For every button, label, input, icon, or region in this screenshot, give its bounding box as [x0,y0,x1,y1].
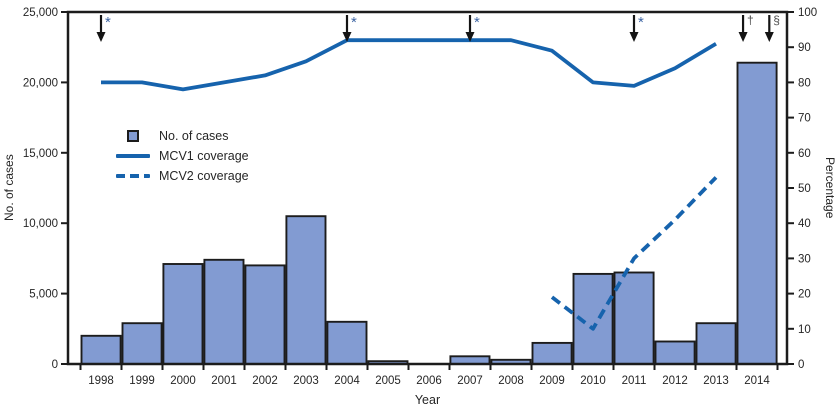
annotation-arrowhead [629,32,639,42]
x-tick-label: 2002 [252,375,278,387]
legend-label-mcv1: MCV1 coverage [159,148,249,163]
legend: No. of cases MCV1 coverage MCV2 coverage [112,128,249,183]
annotation-arrowhead [96,32,106,42]
right-tick-label: 10 [798,324,811,336]
right-tick-label: 0 [798,359,804,371]
bar-1999 [121,322,163,365]
legend-label-mcv2: MCV2 coverage [159,168,249,183]
bar-2011 [613,271,655,365]
bar-2013 [695,322,737,365]
x-tick-label: 2001 [211,375,237,387]
x-tick-label: 2008 [498,375,524,387]
x-tick-label: 2004 [334,375,360,387]
right-tick-label: 100 [798,7,817,19]
x-tick-label: 2012 [662,375,688,387]
annotation-arrowhead [764,32,774,42]
x-tick-label: 2009 [539,375,565,387]
annotation-arrowhead [465,32,475,42]
right-tick-label: 30 [798,253,811,265]
legend-item-mcv2: MCV2 coverage [112,168,249,183]
bar-2009 [531,341,573,365]
annotation-arrowhead [738,32,748,42]
x-tick-label: 2013 [703,375,729,387]
right-tick-label: 70 [798,113,811,125]
right-tick-label: 60 [798,148,811,160]
cases-bar-swatch [127,129,139,142]
mcv1-coverage-line [101,38,717,92]
bar-2014 [736,61,778,365]
x-tick-label: 2006 [416,375,442,387]
right-tick-label: 50 [798,183,811,195]
annotation-symbol: † [747,13,754,27]
bar-2012 [654,340,696,365]
x-tick-label: 2010 [580,375,606,387]
legend-label-cases: No. of cases [159,128,229,143]
x-tick-label: 2000 [170,375,196,387]
x-tick-label: 1998 [88,375,114,387]
left-tick-label: 5,000 [29,289,58,301]
x-tick-label: 2011 [622,375,647,387]
left-tick-label: 25,000 [23,7,58,19]
mcv2-line-swatch [116,173,150,178]
left-tick-label: 20,000 [23,77,58,89]
right-tick-label: 90 [798,42,811,54]
legend-item-mcv1: MCV1 coverage [112,148,249,163]
annotation-symbol: * [105,14,111,31]
mcv1-line-swatch [116,153,150,158]
x-tick-label: 1999 [129,375,155,387]
x-axis-title: Year [414,393,441,407]
x-tick-label: 2007 [457,375,483,387]
left-tick-label: 0 [52,359,58,371]
bar-1998 [80,334,122,365]
annotation-symbol: * [351,14,357,31]
right-tick-label: 20 [798,289,811,301]
bar-2002 [244,264,286,365]
left-tick-label: 10,000 [23,218,58,230]
bar-2004 [326,320,368,365]
right-tick-label: 40 [798,218,811,230]
left-axis-title: No. of cases [2,154,16,222]
annotation-symbol: * [474,14,480,31]
x-tick-label: 2005 [375,375,401,387]
bar-2001 [203,258,245,365]
bar-2003 [285,215,327,365]
annotation-symbol: § [773,13,780,27]
right-axis-title: Percentage [823,157,837,219]
left-tick-label: 15,000 [23,148,58,160]
mcv2-coverage-line [550,176,718,331]
right-tick-label: 80 [798,77,811,89]
x-tick-label: 2014 [744,375,770,387]
annotation-arrowhead [342,32,352,42]
bar-2000 [162,263,204,365]
x-tick-label: 2003 [293,375,319,387]
annotation-symbol: * [638,14,644,31]
legend-item-cases: No. of cases [112,128,249,143]
